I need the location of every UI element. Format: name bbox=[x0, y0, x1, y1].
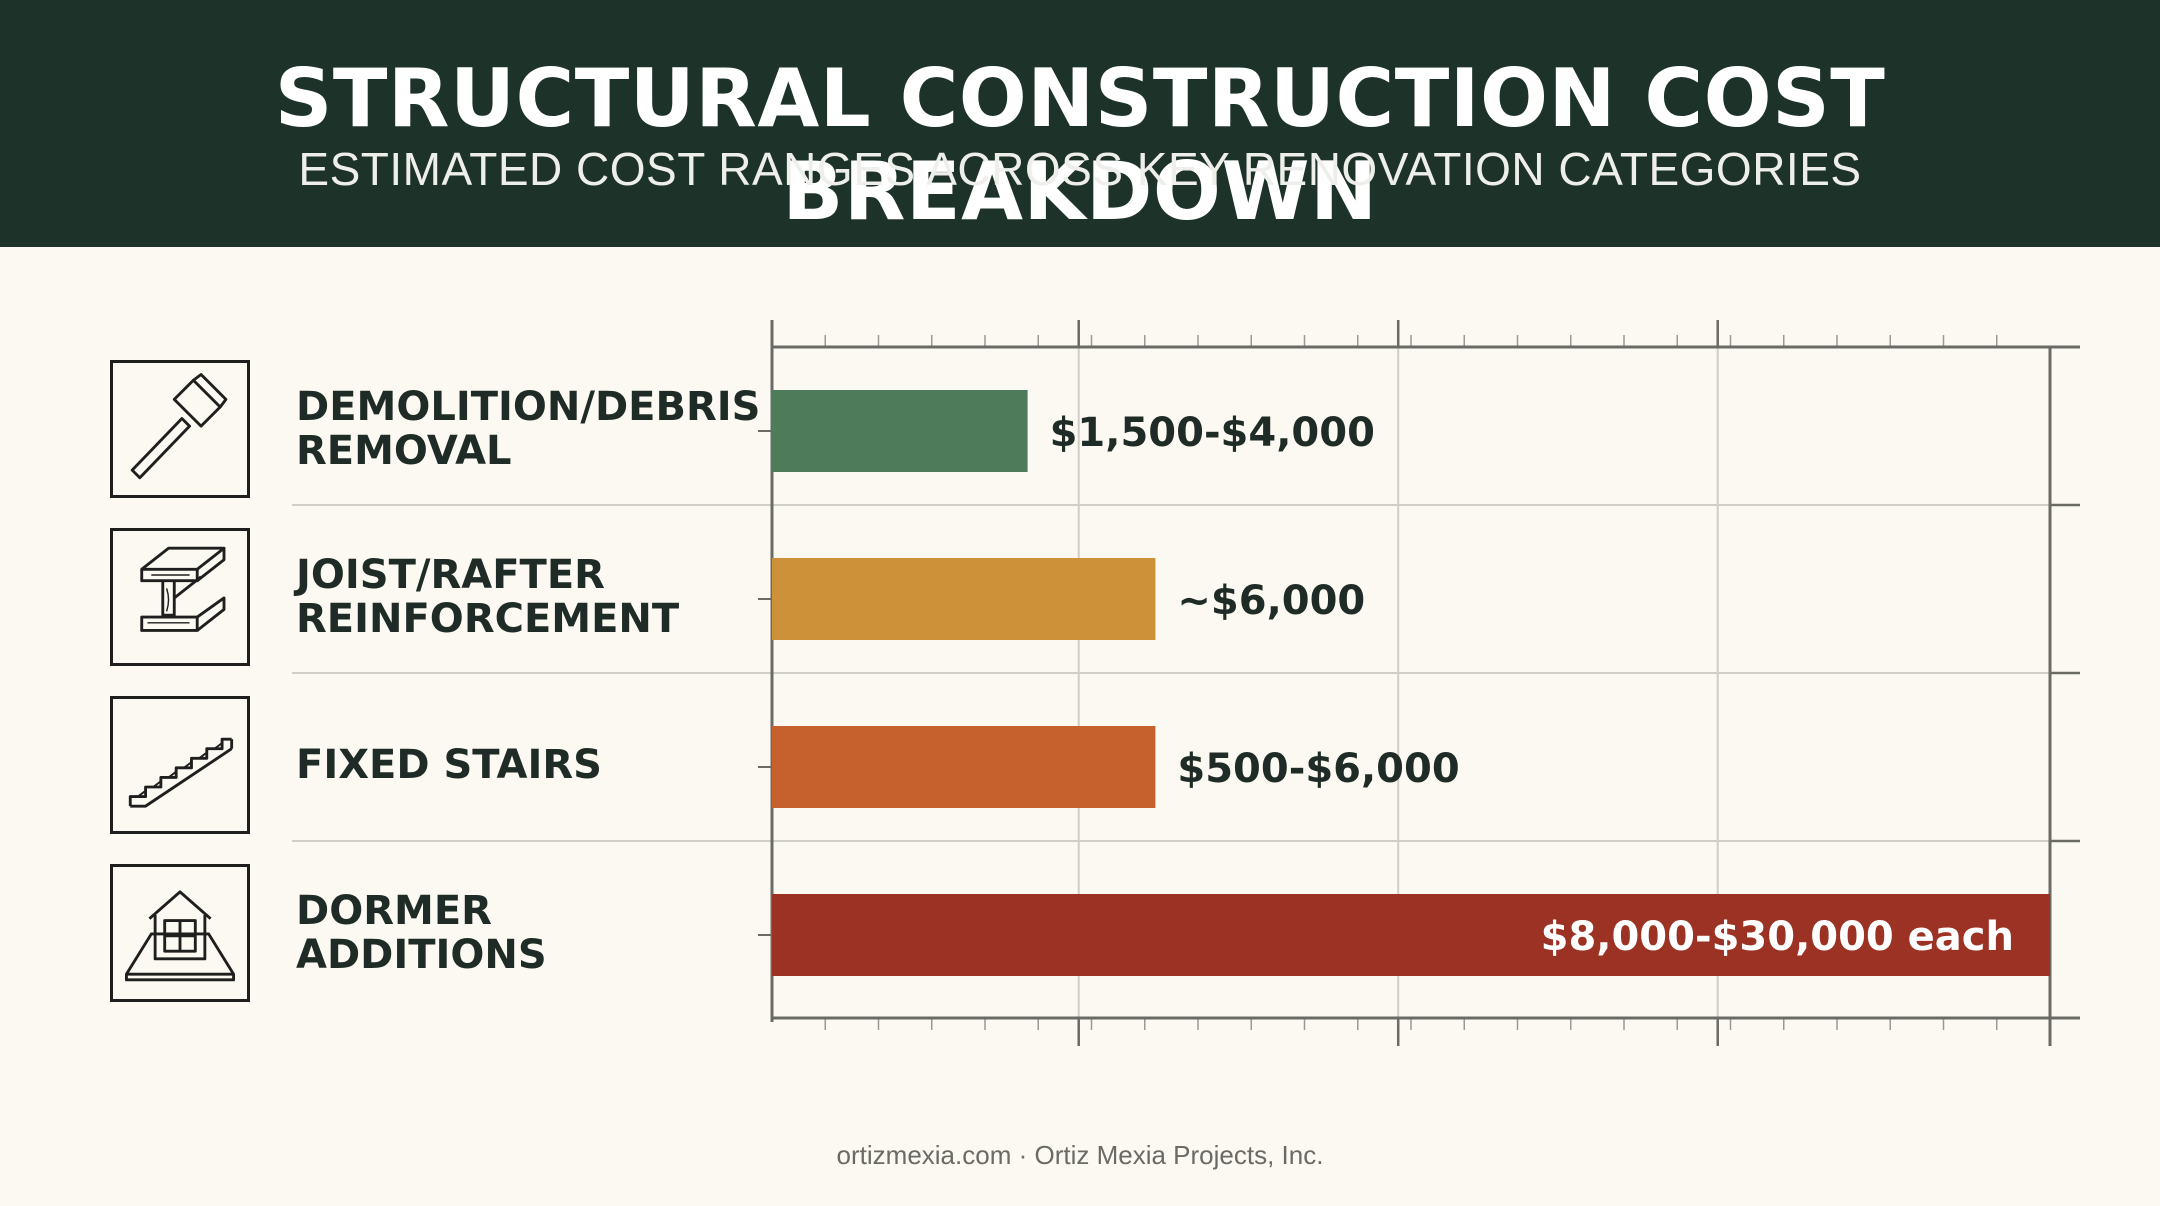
stairs-icon bbox=[110, 696, 250, 834]
data-label-3: $8,000-$30,000 each bbox=[1541, 914, 2014, 960]
category-label-dormer: DORMER ADDITIONS bbox=[296, 888, 547, 978]
category-label-stairs: FIXED STAIRS bbox=[296, 742, 602, 788]
beam-icon bbox=[110, 528, 250, 666]
data-label-1: ~$6,000 bbox=[1177, 578, 1365, 624]
chart-title: STRUCTURAL CONSTRUCTION COST BREAKDOWN bbox=[274, 52, 1886, 238]
category-label-joist: JOIST/RAFTER REINFORCEMENT bbox=[296, 552, 680, 642]
chart-subtitle: ESTIMATED COST RANGES ACROSS KEY RENOVAT… bbox=[298, 143, 1862, 195]
data-label-0: $1,500-$4,000 bbox=[1050, 410, 1375, 456]
bar-2 bbox=[772, 726, 1156, 808]
category-label-demolition: DEMOLITION/DEBRIS REMOVAL bbox=[296, 384, 761, 474]
footer-credit: ortizmexia.com · Ortiz Mexia Projects, I… bbox=[836, 1140, 1324, 1170]
bar-0 bbox=[772, 390, 1028, 472]
hammer-icon bbox=[110, 360, 250, 498]
bar-1 bbox=[772, 558, 1156, 640]
data-label-2: $500-$6,000 bbox=[1177, 746, 1459, 792]
header-banner: STRUCTURAL CONSTRUCTION COST BREAKDOWN E… bbox=[0, 0, 2160, 247]
dormer-icon bbox=[110, 864, 250, 1002]
bar-3 bbox=[772, 894, 2050, 976]
